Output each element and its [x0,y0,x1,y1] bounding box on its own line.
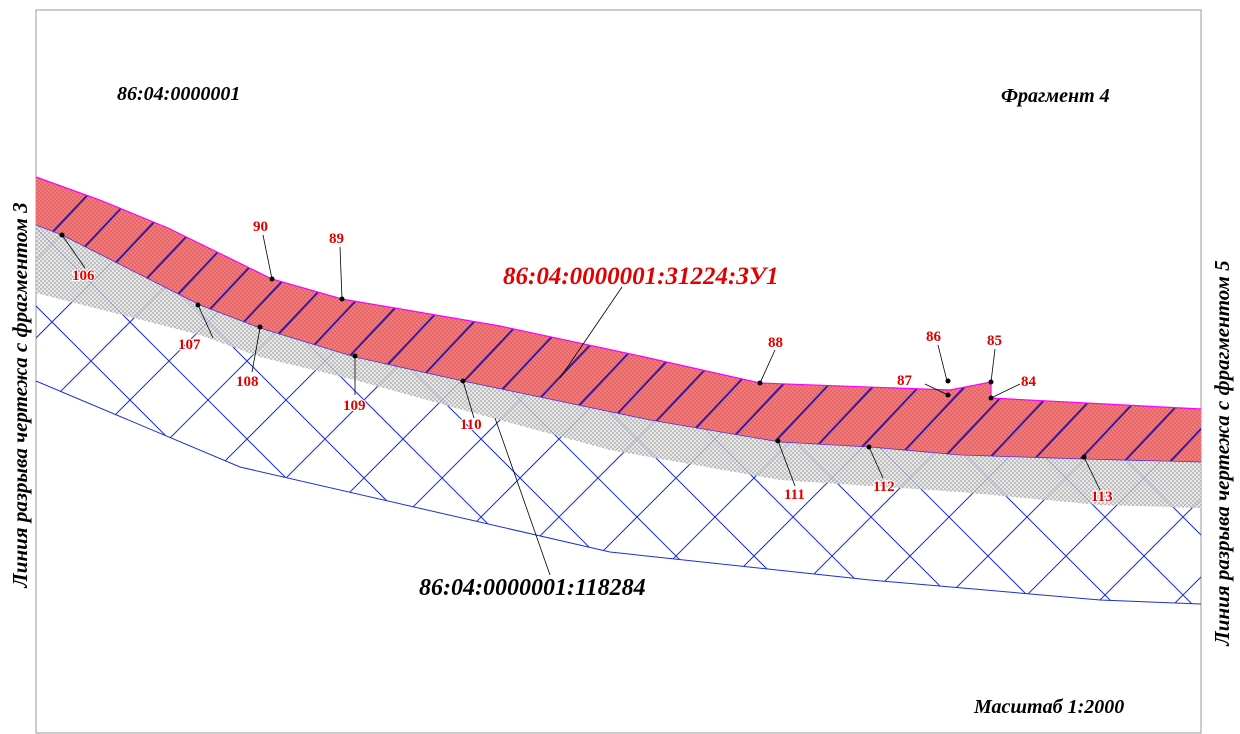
point-marker-89 [339,296,345,302]
point-label-111: 111 [784,487,805,503]
point-marker-90 [269,276,275,282]
right-break-label: Линия разрыва чертежа с фрагментом 5 [1210,260,1234,646]
point-label-89: 89 [329,231,344,247]
point-marker-112 [866,444,872,450]
scale-label: Масштаб 1:2000 [973,696,1124,718]
point-marker-106 [59,232,65,238]
map-frame [35,9,1202,734]
existing-parcel-label: 86:04:0000001:118284 [419,575,646,601]
point-label-109: 109 [343,398,366,414]
dotted-zone [36,225,1201,508]
point-label-112: 112 [873,479,895,495]
point-marker-84 [988,395,994,401]
point-label-88: 88 [768,335,783,351]
point-label-90: 90 [253,219,268,235]
point-label-86: 86 [926,329,942,345]
point-labels: 90 89 106 107 108 109 110 88 86 85 87 84… [71,218,1114,506]
fragment-label: Фрагмент 4 [1001,85,1110,107]
point-label-108: 108 [236,374,259,390]
point-label-106: 106 [72,268,95,284]
point-label-107: 107 [178,337,201,353]
leader-lines [61,234,1101,576]
point-label-110: 110 [460,417,482,433]
point-marker-108 [257,324,263,330]
boundary-points [59,232,1087,460]
quarter-label: 86:04:0000001 [117,83,240,105]
point-marker-88 [757,380,763,386]
new-parcel-label: 86:04:0000001:31224:ЗУ1 [503,263,779,290]
point-label-85: 85 [987,333,1002,349]
point-label-84: 84 [1021,374,1037,390]
point-marker-110 [460,378,466,384]
point-marker-109 [352,353,358,359]
point-marker-111 [775,438,781,444]
point-marker-113 [1081,454,1087,460]
point-marker-86 [945,378,951,384]
point-marker-107 [195,302,201,308]
left-break-label: Линия разрыва чертежа с фрагментом 3 [8,202,32,588]
point-marker-87 [945,392,951,398]
point-label-87: 87 [897,373,913,389]
point-marker-85 [988,379,994,385]
point-label-113: 113 [1091,489,1113,505]
